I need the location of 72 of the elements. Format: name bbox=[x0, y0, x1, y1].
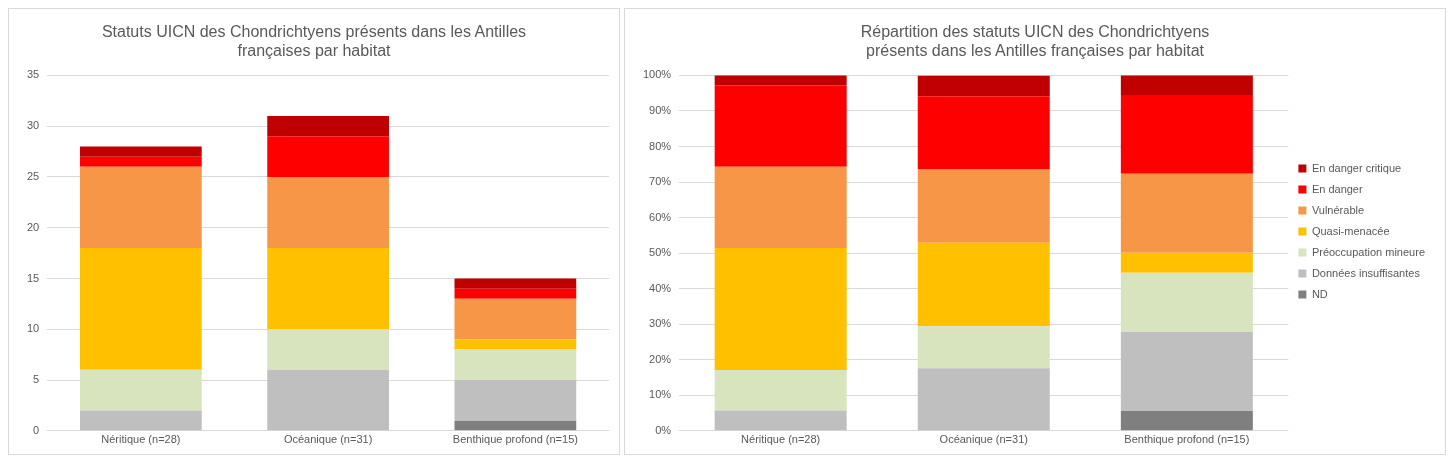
y-tick-label: 5 bbox=[33, 373, 40, 386]
x-tick-label: Océanique (n=31) bbox=[939, 433, 1028, 446]
bar bbox=[917, 75, 1050, 97]
legend-label: En danger critique bbox=[1311, 161, 1402, 174]
y-tick-label: 80% bbox=[649, 139, 672, 152]
bar bbox=[714, 75, 847, 86]
x-tick-label: Océanique (n=31) bbox=[283, 433, 373, 446]
chart-title: Répartition des statuts UICN des Chondrichtyens présents dans les Antilles françaises par habitat bbox=[860, 23, 1210, 60]
bar bbox=[714, 248, 847, 371]
y-tick-label: 20% bbox=[649, 352, 672, 365]
y-tick-label: 0 bbox=[33, 423, 40, 436]
bar bbox=[1120, 75, 1253, 95]
y-tick-label: 70% bbox=[649, 175, 672, 188]
bar bbox=[454, 288, 577, 299]
y-tick-label: 50% bbox=[649, 246, 672, 259]
bar bbox=[1120, 410, 1253, 431]
bar bbox=[267, 136, 389, 177]
bar bbox=[454, 349, 577, 381]
bar bbox=[714, 166, 847, 249]
y-tick-label: 90% bbox=[649, 103, 672, 116]
bar bbox=[917, 169, 1050, 243]
bar bbox=[80, 166, 202, 249]
legend-label: ND bbox=[1311, 287, 1328, 300]
bar bbox=[454, 278, 577, 289]
y-tick-label: 30 bbox=[26, 119, 40, 132]
y-tick-label: 0% bbox=[655, 423, 672, 436]
bar bbox=[454, 380, 577, 421]
bar bbox=[1120, 252, 1253, 273]
bar bbox=[917, 96, 1050, 170]
bar bbox=[1120, 94, 1253, 174]
y-tick-label: 100% bbox=[642, 68, 672, 81]
bar bbox=[714, 85, 847, 167]
y-tick-label: 15 bbox=[26, 271, 40, 284]
bar bbox=[714, 410, 847, 431]
bar bbox=[917, 368, 1050, 431]
bar bbox=[1120, 173, 1253, 253]
bar bbox=[454, 298, 577, 340]
legend-label: En danger bbox=[1311, 182, 1363, 195]
y-tick-label: 10% bbox=[649, 388, 672, 401]
x-tick-label: Benthique profond (n=15) bbox=[1124, 433, 1250, 446]
x-tick-label: Néritique (n=28) bbox=[101, 433, 181, 446]
bar bbox=[454, 339, 577, 350]
bar bbox=[1120, 332, 1253, 411]
bar bbox=[80, 369, 202, 411]
chart-title: Statuts UICN des Chondrichtyens présents dans les Antilles françaises par habitat bbox=[101, 23, 527, 60]
y-tick-label: 10 bbox=[26, 322, 40, 335]
y-tick-label: 30% bbox=[649, 317, 672, 330]
legend-label: Quasi-menacée bbox=[1311, 224, 1390, 237]
bar bbox=[267, 248, 389, 330]
legend-label: Données insuffisantes bbox=[1311, 266, 1421, 279]
bar bbox=[267, 329, 389, 370]
bar bbox=[714, 370, 847, 411]
y-tick-label: 40% bbox=[649, 281, 672, 294]
bar bbox=[1120, 272, 1253, 332]
bar bbox=[454, 420, 577, 431]
y-tick-label: 20 bbox=[26, 220, 40, 233]
bar bbox=[80, 156, 202, 167]
bar bbox=[80, 410, 202, 431]
bar bbox=[267, 116, 389, 137]
x-tick-label: Benthique profond (n=15) bbox=[452, 433, 578, 446]
x-tick-label: Néritique (n=28) bbox=[741, 433, 821, 446]
bar bbox=[80, 248, 202, 370]
bar bbox=[917, 326, 1050, 369]
bar bbox=[80, 146, 202, 157]
y-tick-label: 25 bbox=[26, 169, 40, 182]
y-tick-label: 60% bbox=[649, 210, 672, 223]
y-tick-label: 35 bbox=[26, 68, 40, 81]
bar bbox=[267, 369, 389, 431]
bar bbox=[267, 176, 389, 249]
bar bbox=[917, 242, 1050, 327]
legend-label: Préoccupation mineure bbox=[1311, 245, 1425, 258]
legend-label: Vulnérable bbox=[1311, 203, 1365, 216]
